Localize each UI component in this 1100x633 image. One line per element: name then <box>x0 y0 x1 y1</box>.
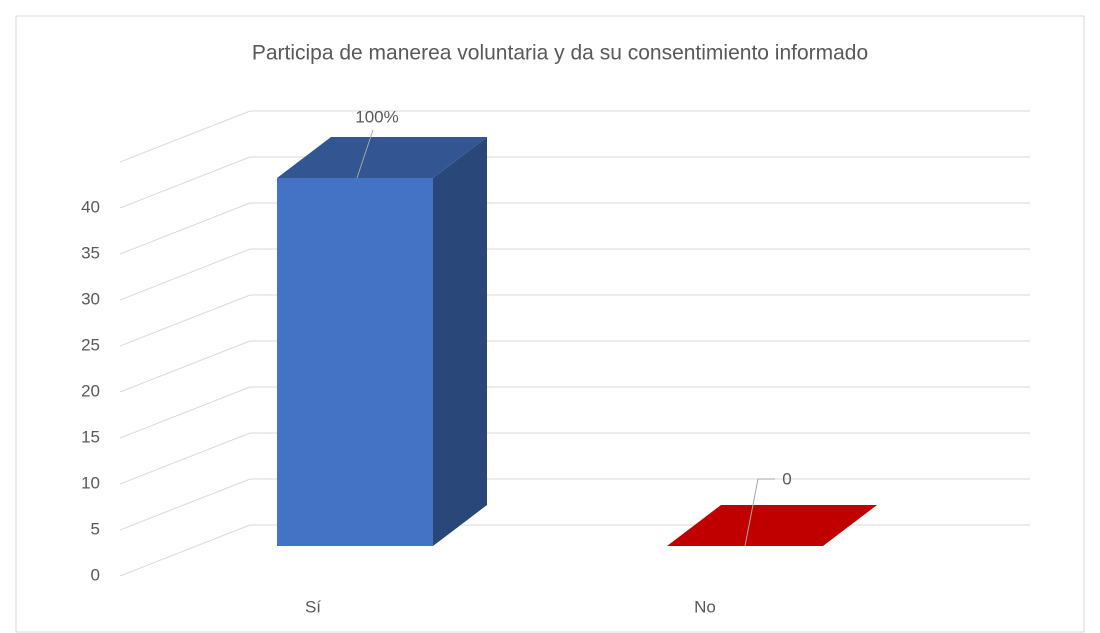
grid-line <box>119 478 251 531</box>
leader-line <box>356 129 374 179</box>
grid-line <box>119 432 251 485</box>
grid-line <box>119 156 251 209</box>
grid-line <box>119 294 251 347</box>
y-tick-label: 10 <box>81 473 100 492</box>
grid-line <box>119 202 251 255</box>
leader-line <box>744 478 775 547</box>
grid-line <box>119 524 251 577</box>
y-tick-label: 20 <box>81 381 100 400</box>
y-tick-label: 25 <box>81 335 100 354</box>
x-tick-label: Sí <box>305 597 321 616</box>
bar-top <box>667 505 877 546</box>
y-tick-label: 30 <box>81 289 100 308</box>
y-tick-label: 35 <box>81 243 100 262</box>
y-tick-label: 40 <box>81 197 100 216</box>
chart-frame <box>15 15 1085 633</box>
bar-top <box>277 137 487 178</box>
grid-line <box>119 110 251 163</box>
grid-line <box>119 386 251 439</box>
grid-line <box>119 248 251 301</box>
chart-title: Participa de manerea voluntaria y da su … <box>252 42 868 65</box>
y-tick-label: 0 <box>91 565 100 584</box>
y-tick-label: 5 <box>91 519 100 538</box>
bar-side <box>433 137 487 546</box>
y-tick-label: 15 <box>81 427 100 446</box>
grid-line <box>119 340 251 393</box>
data-label: 0 <box>782 469 791 488</box>
data-label: 100% <box>355 107 398 126</box>
x-tick-label: No <box>694 597 716 616</box>
bar <box>277 178 433 546</box>
